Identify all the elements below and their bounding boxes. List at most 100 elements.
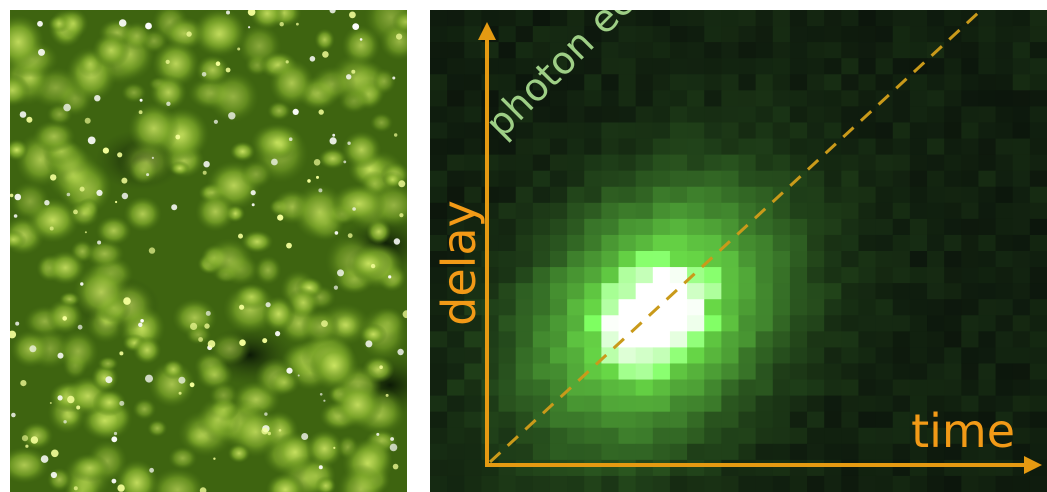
echo-pixel: [498, 90, 517, 107]
echo-pixel: [978, 202, 997, 220]
micrograph-speck: [265, 302, 271, 308]
echo-pixel: [687, 218, 705, 236]
echo-pixel: [738, 331, 757, 348]
echo-pixel: [858, 315, 877, 332]
echo-pixel: [892, 122, 911, 140]
micrograph-grain: [84, 239, 125, 269]
echo-pixel: [447, 218, 465, 236]
echo-pixel: [567, 218, 585, 236]
micrograph-grain: [229, 141, 256, 162]
echo-pixel: [687, 283, 705, 300]
echo-pixel: [858, 90, 877, 107]
echo-pixel: [721, 363, 739, 381]
echo-pixel: [481, 154, 500, 172]
micrograph-speck: [139, 98, 143, 102]
echo-pixel: [927, 122, 945, 140]
echo-pixel: [875, 251, 894, 268]
micrograph-speck: [399, 213, 404, 218]
echo-pixel: [447, 234, 465, 252]
echo-pixel: [892, 154, 911, 172]
echo-pixel: [772, 331, 791, 348]
micrograph-speck: [50, 471, 58, 479]
echo-pixel: [1012, 234, 1031, 252]
echo-pixel: [738, 186, 757, 204]
echo-pixel: [944, 202, 962, 220]
echo-pixel: [875, 475, 894, 492]
micrograph-speck: [84, 117, 91, 124]
echo-pixel: [824, 379, 842, 397]
micrograph-grain: [58, 10, 89, 39]
echo-pixel: [721, 202, 739, 220]
echo-pixel: [1029, 379, 1047, 397]
echo-pixel: [515, 42, 534, 59]
echo-pixel: [738, 395, 757, 413]
echo-pixel: [447, 106, 465, 123]
micrograph-speck: [388, 275, 392, 279]
echo-pixel: [447, 363, 465, 381]
echo-pixel: [978, 251, 997, 268]
echo-pixel: [841, 10, 859, 27]
micrograph-grain: [240, 230, 274, 254]
micrograph-speck: [343, 160, 347, 164]
micrograph-speck: [248, 26, 251, 29]
echo-pixel: [498, 26, 517, 43]
echo-pixel: [532, 427, 551, 445]
echo-pixel: [858, 154, 877, 172]
echo-pixel: [721, 251, 739, 268]
echo-pixel: [687, 58, 705, 75]
echo-pixel: [909, 202, 928, 220]
echo-pixel: [721, 411, 739, 429]
micrograph-grain: [68, 200, 100, 228]
echo-pixel: [635, 299, 654, 316]
echo-pixel: [875, 74, 894, 91]
echo-pixel: [464, 363, 482, 381]
echo-pixel: [430, 347, 448, 364]
echo-pixel: [618, 267, 637, 284]
echo-pixel: [1012, 74, 1031, 91]
echo-pixel: [635, 42, 654, 59]
echo-pixel: [687, 186, 705, 204]
micrograph-speck: [66, 192, 71, 197]
echo-pixel: [995, 202, 1014, 220]
echo-pixel: [584, 411, 602, 429]
echo-pixel: [669, 42, 688, 59]
echo-pixel: [515, 379, 534, 397]
echo-pixel: [927, 202, 945, 220]
micrograph-speck: [140, 319, 144, 323]
micrograph-speck: [96, 189, 103, 196]
echo-pixel: [549, 186, 568, 204]
echo-pixel: [618, 218, 637, 236]
echo-pixel: [601, 283, 620, 300]
echo-pixel: [961, 90, 979, 107]
echo-pixel: [704, 90, 722, 107]
echo-pixel: [755, 58, 774, 75]
echo-pixel: [515, 299, 534, 316]
echo-pixel: [961, 427, 979, 445]
echo-pixel: [909, 283, 928, 300]
echo-pixel: [498, 331, 517, 348]
echo-pixel: [1012, 58, 1031, 75]
echo-pixel: [601, 331, 620, 348]
micrograph-speck: [329, 137, 337, 145]
echo-pixel: [892, 170, 911, 188]
echo-pixel: [961, 234, 979, 252]
micrograph-grain: [318, 148, 348, 170]
micrograph-grain: [369, 112, 394, 133]
echo-pixel: [772, 315, 791, 332]
echo-pixel: [532, 315, 551, 332]
micrograph-grain: [118, 139, 175, 185]
echo-pixel: [618, 315, 637, 332]
echo-pixel: [824, 122, 842, 140]
echo-pixel: [841, 202, 859, 220]
echo-pixel: [961, 459, 979, 477]
echo-pixel: [961, 347, 979, 364]
micrograph-speck: [251, 203, 255, 207]
echo-pixel: [824, 170, 842, 188]
echo-pixel: [464, 443, 482, 461]
echo-pixel: [584, 283, 602, 300]
micrograph-grain: [47, 467, 72, 492]
echo-pixel: [824, 411, 842, 429]
echo-pixel: [481, 331, 500, 348]
echo-pixel: [927, 411, 945, 429]
echo-pixel: [601, 186, 620, 204]
